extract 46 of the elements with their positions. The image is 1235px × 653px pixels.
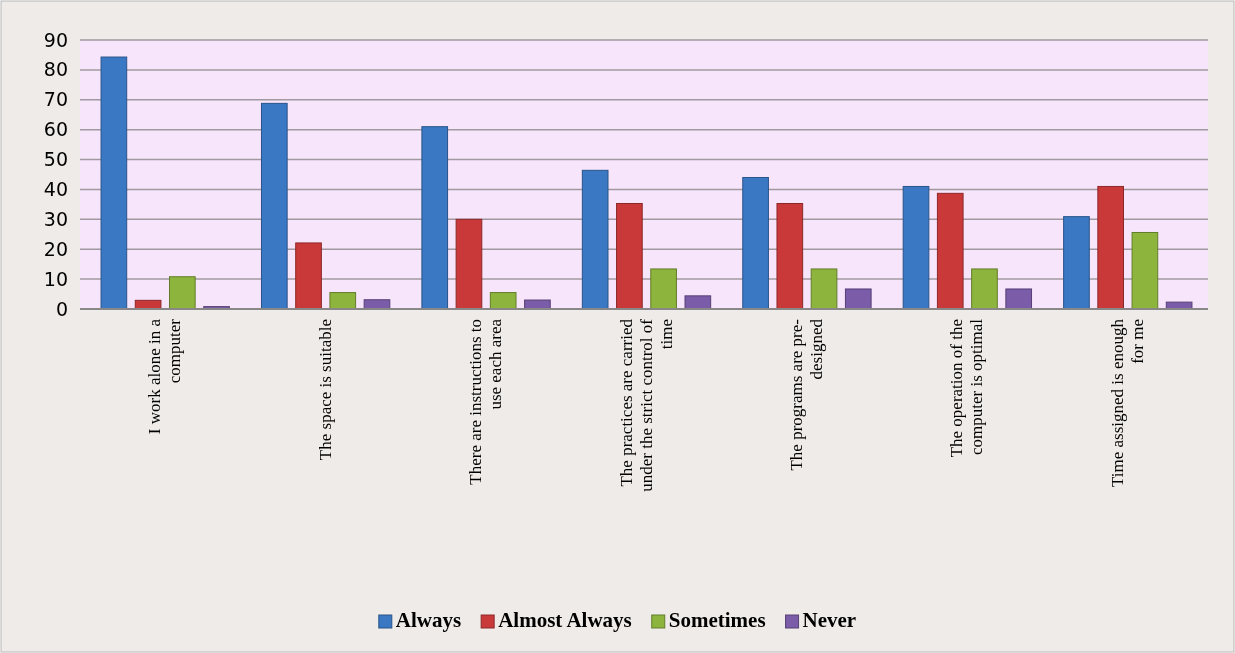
bar: [1097, 185, 1125, 310]
bar: [650, 268, 677, 310]
y-tick-label: 70: [43, 88, 68, 111]
bar: [1063, 216, 1090, 310]
bar: [616, 202, 643, 310]
x-tick-label: The practices are carried under the strict control of time: [616, 318, 676, 492]
bar: [489, 292, 517, 310]
bar: [168, 276, 196, 310]
bar: [810, 268, 838, 310]
bar: [455, 218, 483, 310]
y-tick-label: 40: [43, 178, 68, 201]
y-tick-label: 90: [43, 28, 68, 51]
bar: [524, 299, 551, 310]
y-tick-label: 50: [43, 148, 68, 171]
legend-label: Sometimes: [668, 608, 766, 632]
x-tick-label: The programs are pre-designed: [786, 318, 826, 471]
bar: [421, 126, 449, 310]
bar: [1165, 301, 1193, 310]
bar: [295, 242, 322, 310]
y-tick-label: 30: [43, 207, 68, 230]
x-tick-label: I work alone in a computer: [145, 318, 185, 435]
bar: [776, 202, 804, 310]
bar: [971, 268, 998, 310]
y-tick-label: 10: [43, 267, 68, 290]
y-tick-label: 80: [43, 58, 68, 81]
bar: [902, 185, 930, 310]
legend-label: Never: [802, 608, 857, 632]
bar: [684, 295, 712, 310]
bar: [844, 288, 872, 310]
x-tick-label: Time assigned is enough for me: [1107, 318, 1147, 487]
bar: [100, 56, 128, 310]
legend-label: Always: [395, 608, 462, 632]
bar: [260, 102, 288, 310]
bar: [1005, 288, 1033, 310]
bar: [742, 176, 769, 310]
legend-label: Almost Always: [498, 608, 632, 632]
bar: [936, 192, 964, 310]
x-tick-label: The space is suitable: [315, 319, 335, 461]
bar: [329, 292, 357, 310]
x-tick-label: The operation of the computer is optimal: [947, 318, 987, 458]
x-tick-label: There are instructions to use each area: [466, 318, 506, 485]
y-tick-label: 20: [43, 237, 68, 260]
y-tick-label: 0: [55, 297, 68, 320]
bar: [1131, 231, 1159, 310]
y-tick-label: 60: [43, 118, 68, 141]
bar: [581, 169, 609, 310]
